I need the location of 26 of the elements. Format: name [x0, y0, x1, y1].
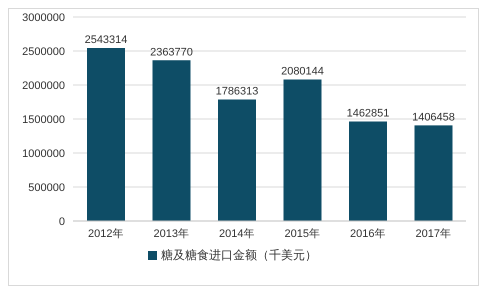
data-label: 2080144 [281, 66, 324, 78]
y-tick-label: 1500000 [22, 114, 65, 126]
data-label: 1786313 [216, 86, 258, 98]
y-tick-label: 3000000 [22, 12, 65, 24]
y-tick-label: 2500000 [22, 46, 65, 58]
data-label: 1462851 [346, 108, 390, 120]
y-tick-label: 500000 [28, 182, 65, 194]
bar [218, 100, 256, 221]
y-tick-label: 1000000 [22, 148, 65, 160]
x-tick-label: 2015年 [284, 228, 320, 240]
x-tick-label: 2016年 [350, 228, 386, 240]
y-tick-label: 0 [58, 216, 65, 228]
x-tick-label: 2012年 [88, 228, 124, 240]
bar [152, 60, 190, 221]
x-tick-label: 2017年 [416, 228, 451, 240]
y-tick-label: 2000000 [22, 80, 65, 92]
legend-label: 糖及糖食进口金额（千美元） [161, 248, 317, 262]
data-label: 2543314 [84, 34, 128, 46]
data-label: 2363770 [150, 46, 193, 58]
data-label: 1406458 [412, 111, 455, 124]
bar [414, 125, 452, 221]
bar [349, 122, 387, 221]
x-tick-label: 2014年 [219, 228, 254, 240]
bar [284, 80, 322, 221]
x-tick-label: 2013年 [154, 228, 189, 240]
bar [87, 48, 125, 221]
